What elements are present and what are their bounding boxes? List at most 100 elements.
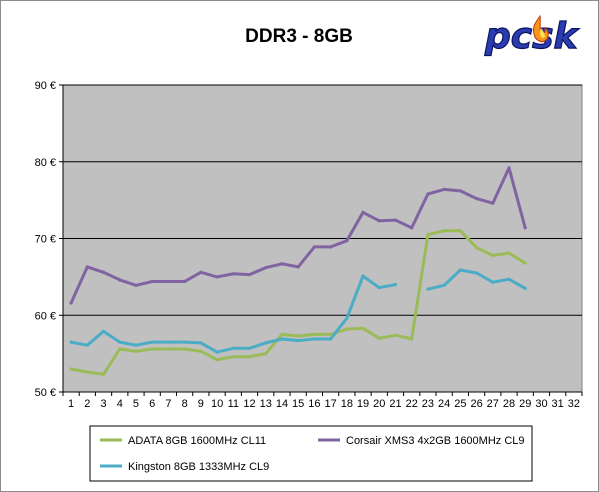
x-tick-label: 30 xyxy=(535,398,547,410)
y-tick-label: 50 € xyxy=(35,387,56,399)
data-point xyxy=(474,246,479,250)
data-point xyxy=(280,337,284,341)
data-point xyxy=(231,346,235,350)
grid-lines xyxy=(63,84,582,316)
data-point xyxy=(150,347,154,351)
y-axis: 50 € 60 € 70 € 80 € 90 € xyxy=(35,80,64,399)
x-tick-label: 20 xyxy=(373,398,385,410)
x-tick-label: 26 xyxy=(470,398,482,410)
x-tick-label: 11 xyxy=(228,398,239,410)
data-point xyxy=(150,279,154,284)
data-point xyxy=(69,301,73,305)
x-tick-label: 25 xyxy=(454,398,466,410)
data-point xyxy=(523,226,527,230)
chart-title: DDR3 - 8GB xyxy=(245,26,353,47)
data-point xyxy=(118,347,122,351)
data-point xyxy=(264,352,268,356)
x-tick-label: 22 xyxy=(406,398,418,410)
data-point xyxy=(361,274,365,278)
y-tick-label: 90 € xyxy=(35,80,56,92)
data-point xyxy=(85,265,89,269)
data-point xyxy=(247,346,252,350)
x-tick-label: 4 xyxy=(117,398,123,410)
data-point xyxy=(280,332,284,337)
x-axis: 1 2 3 4 5 6 7 8 9 10 11 12 13 14 15 16 17 18 19 20 21 22 23 24 2… xyxy=(62,391,583,410)
data-point xyxy=(458,189,462,193)
data-point xyxy=(118,340,122,344)
pctuning-logo: pcsk xyxy=(483,14,580,58)
data-point xyxy=(134,343,138,347)
data-point xyxy=(183,347,187,351)
data-point xyxy=(523,261,527,265)
x-tick-label: 16 xyxy=(308,398,320,410)
x-tick-label: 12 xyxy=(243,398,255,410)
data-point xyxy=(199,349,203,353)
x-tick-label: 31 xyxy=(552,398,564,410)
x-tick-label: 10 xyxy=(211,398,223,410)
flame-icon xyxy=(533,14,549,43)
x-tick-label: 21 xyxy=(389,398,401,410)
x-tick-label: 1 xyxy=(68,398,74,410)
x-tick-label: 17 xyxy=(324,398,336,410)
data-point xyxy=(393,333,398,337)
x-tick-label: 27 xyxy=(487,398,499,410)
data-point xyxy=(345,327,349,331)
data-point xyxy=(215,358,219,362)
data-point xyxy=(85,370,89,374)
data-point xyxy=(183,279,187,284)
data-point xyxy=(329,332,333,337)
x-tick-label: 9 xyxy=(198,398,204,410)
data-point xyxy=(118,278,122,282)
data-point xyxy=(442,187,446,191)
data-point xyxy=(166,347,171,351)
x-tick-label: 28 xyxy=(503,398,515,410)
data-point xyxy=(247,355,252,359)
data-point xyxy=(393,282,398,287)
data-point xyxy=(312,332,316,337)
data-point xyxy=(101,372,106,376)
data-point xyxy=(215,350,219,354)
data-point xyxy=(264,266,268,270)
data-point xyxy=(329,245,333,249)
data-point xyxy=(296,265,300,269)
data-point xyxy=(69,367,73,371)
legend-label: Kingston 8GB 1333MHz CL9 xyxy=(128,461,269,473)
data-point xyxy=(101,270,106,274)
data-point xyxy=(523,286,527,290)
data-point xyxy=(345,316,349,320)
data-point xyxy=(507,251,511,255)
legend-label: ADATA 8GB 1600MHz CL11 xyxy=(128,435,266,447)
x-tick-label: 13 xyxy=(260,398,272,410)
data-point xyxy=(491,280,495,284)
data-point xyxy=(410,226,414,230)
data-point xyxy=(474,271,479,275)
x-tick-label: 24 xyxy=(438,398,450,410)
data-point xyxy=(474,196,479,201)
series-lines xyxy=(69,166,527,376)
data-point xyxy=(377,286,381,290)
x-tick-label: 3 xyxy=(100,398,106,410)
data-point xyxy=(345,239,349,243)
x-tick-label: 23 xyxy=(422,398,434,410)
x-tick-label: 6 xyxy=(149,398,155,410)
data-point xyxy=(410,337,414,341)
x-tick-label: 32 xyxy=(568,398,580,410)
data-point xyxy=(134,349,138,353)
data-point xyxy=(507,277,511,281)
x-tick-label: 8 xyxy=(182,398,188,410)
legend xyxy=(89,425,533,482)
data-point xyxy=(166,340,171,344)
data-point xyxy=(264,341,268,345)
data-point xyxy=(247,272,252,277)
logo-text: pcsk xyxy=(484,16,580,57)
data-point xyxy=(361,326,365,330)
x-tick-label: 19 xyxy=(357,398,369,410)
data-point xyxy=(183,340,187,344)
x-tick-label: 2 xyxy=(84,398,90,410)
legend-items: ADATA 8GB 1600MHz CL11 Corsair XMS3 4x2GB… xyxy=(100,435,525,473)
x-tick-label: 18 xyxy=(341,398,353,410)
data-point xyxy=(199,341,203,345)
legend-label: Corsair XMS3 4x2GB 1600MHz CL9 xyxy=(346,435,525,447)
data-point xyxy=(491,201,495,205)
